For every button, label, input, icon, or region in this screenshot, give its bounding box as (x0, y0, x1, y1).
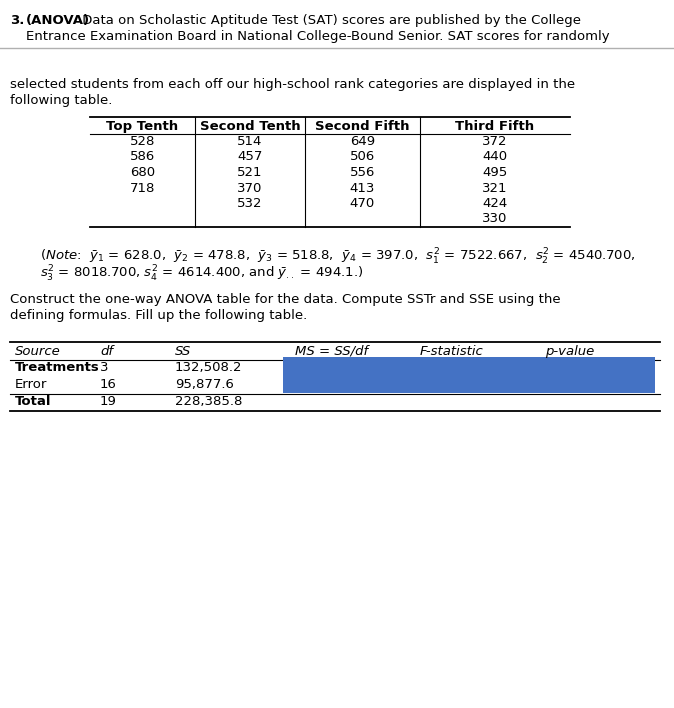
Text: Error: Error (15, 378, 47, 391)
Text: following table.: following table. (10, 94, 113, 107)
Text: Second Fifth: Second Fifth (315, 120, 410, 133)
Text: 3: 3 (100, 361, 109, 374)
Text: MS = SS/df: MS = SS/df (295, 345, 368, 358)
Text: Top Tenth: Top Tenth (106, 120, 179, 133)
Text: SS: SS (175, 345, 191, 358)
Text: defining formulas. Fill up the following table.: defining formulas. Fill up the following… (10, 309, 307, 322)
Text: 440: 440 (483, 151, 508, 164)
Text: 95,877.6: 95,877.6 (175, 378, 234, 391)
Text: 506: 506 (350, 151, 375, 164)
Text: 586: 586 (130, 151, 155, 164)
Text: Source: Source (15, 345, 61, 358)
Text: 228,385.8: 228,385.8 (175, 395, 243, 408)
Text: 649: 649 (350, 135, 375, 148)
Text: 413: 413 (350, 181, 375, 195)
Text: 532: 532 (237, 197, 263, 210)
Text: df: df (100, 345, 113, 358)
Text: (ANOVA): (ANOVA) (26, 14, 90, 27)
Text: Treatments: Treatments (15, 361, 100, 374)
Text: 470: 470 (350, 197, 375, 210)
Text: 19: 19 (100, 395, 117, 408)
Text: p-value: p-value (545, 345, 594, 358)
Text: 528: 528 (130, 135, 155, 148)
Text: 457: 457 (237, 151, 263, 164)
Text: ($Note$:  $\bar{y}_1$ = 628.0,  $\bar{y}_2$ = 478.8,  $\bar{y}_3$ = 518.8,  $\ba: ($Note$: $\bar{y}_1$ = 628.0, $\bar{y}_2… (40, 247, 636, 267)
Text: 3.: 3. (10, 14, 24, 27)
Text: 16: 16 (100, 378, 117, 391)
Text: 321: 321 (483, 181, 508, 195)
Bar (283, 357, 655, 393)
Text: F-statistic: F-statistic (420, 345, 484, 358)
Text: 514: 514 (237, 135, 263, 148)
Text: 680: 680 (130, 166, 155, 179)
Text: 495: 495 (483, 166, 508, 179)
Text: selected students from each off our high-school rank categories are displayed in: selected students from each off our high… (10, 78, 575, 91)
Text: 370: 370 (237, 181, 263, 195)
Text: Total: Total (15, 395, 51, 408)
Text: 718: 718 (130, 181, 155, 195)
Text: 372: 372 (483, 135, 508, 148)
Text: Data on Scholastic Aptitude Test (SAT) scores are published by the College: Data on Scholastic Aptitude Test (SAT) s… (78, 14, 581, 27)
Text: 521: 521 (237, 166, 263, 179)
Text: $s_3^2$ = 8018.700, $s_4^2$ = 4614.400, and $\bar{y}_{..}$ = 494.1.): $s_3^2$ = 8018.700, $s_4^2$ = 4614.400, … (40, 264, 363, 284)
Text: 556: 556 (350, 166, 375, 179)
Text: Construct the one-way ANOVA table for the data. Compute SSTr and SSE using the: Construct the one-way ANOVA table for th… (10, 293, 561, 306)
Text: Second Tenth: Second Tenth (200, 120, 301, 133)
Text: Third Fifth: Third Fifth (456, 120, 534, 133)
Text: 330: 330 (483, 212, 508, 226)
Text: 424: 424 (483, 197, 508, 210)
Text: Entrance Examination Board in National College-Bound Senior. SAT scores for rand: Entrance Examination Board in National C… (26, 30, 609, 43)
Text: 132,508.2: 132,508.2 (175, 361, 243, 374)
